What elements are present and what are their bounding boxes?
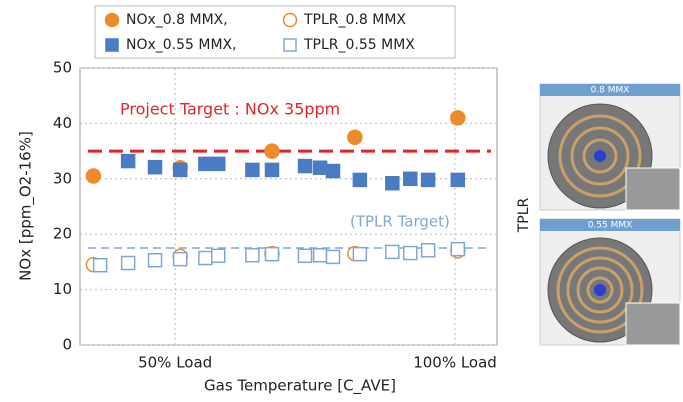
marker <box>353 173 366 186</box>
marker <box>122 257 135 270</box>
legend-marker <box>284 39 296 51</box>
marker <box>299 249 312 262</box>
marker <box>299 160 312 173</box>
legend-label: NOx_0.8 MMX, <box>126 12 228 28</box>
legend-marker <box>106 39 118 51</box>
y-tick-label: 50 <box>53 59 72 77</box>
y-axis-label: NOx [ppm_O2-16%] <box>17 131 36 281</box>
reference-label: (TPLR Target) <box>350 213 450 231</box>
chart: NOx [ppm_O2-16%] Gas Temperature [C_AVE]… <box>0 0 683 402</box>
marker <box>212 157 225 170</box>
marker <box>246 249 259 262</box>
marker <box>122 155 135 168</box>
marker <box>451 173 464 186</box>
y-tick-label: 10 <box>53 280 72 298</box>
marker <box>422 244 435 257</box>
marker <box>314 161 327 174</box>
marker <box>94 259 107 272</box>
image-title: 0.55 MMX <box>588 221 633 231</box>
marker <box>386 177 399 190</box>
y-tick-label: 0 <box>62 336 72 354</box>
marker <box>348 130 362 144</box>
legend-label: TPLR_0.55 MMX <box>303 37 415 53</box>
legend-marker <box>106 14 119 27</box>
marker <box>199 157 212 170</box>
legend-marker <box>284 14 297 27</box>
marker <box>422 173 435 186</box>
marker <box>265 144 279 158</box>
y-tick-label: 30 <box>53 169 72 187</box>
image-inset <box>626 303 680 345</box>
marker <box>212 249 225 262</box>
reference-label: Project Target : NOx 35ppm <box>120 100 340 119</box>
marker <box>451 243 464 256</box>
marker <box>86 169 100 183</box>
x-axis-label: Gas Temperature [C_AVE] <box>204 377 396 396</box>
legend-label: TPLR_0.8 MMX <box>303 12 406 28</box>
image-title: 0.8 MMX <box>591 86 630 96</box>
marker <box>149 161 162 174</box>
marker <box>174 163 187 176</box>
marker <box>174 253 187 266</box>
y-tick-label: 40 <box>53 114 72 132</box>
marker <box>404 172 417 185</box>
marker <box>149 254 162 267</box>
marker <box>326 165 339 178</box>
marker <box>404 247 417 260</box>
image-inset <box>626 168 680 210</box>
side-label: TPLR <box>516 197 532 233</box>
marker <box>199 252 212 265</box>
marker <box>451 111 465 125</box>
legend-label: NOx_0.55 MMX, <box>126 37 237 53</box>
x-tick-label: 50% Load <box>138 354 212 372</box>
image-shape <box>594 284 606 296</box>
image-shape <box>594 150 606 162</box>
y-tick-label: 20 <box>53 225 72 243</box>
marker <box>386 245 399 258</box>
marker <box>265 163 278 176</box>
marker <box>314 249 327 262</box>
side-images: TPLR 0.8 MMX 0.55 MMX <box>516 84 680 345</box>
marker <box>246 163 259 176</box>
marker <box>353 248 366 261</box>
x-tick-label: 100% Load <box>413 354 497 372</box>
marker <box>265 248 278 261</box>
marker <box>326 250 339 263</box>
